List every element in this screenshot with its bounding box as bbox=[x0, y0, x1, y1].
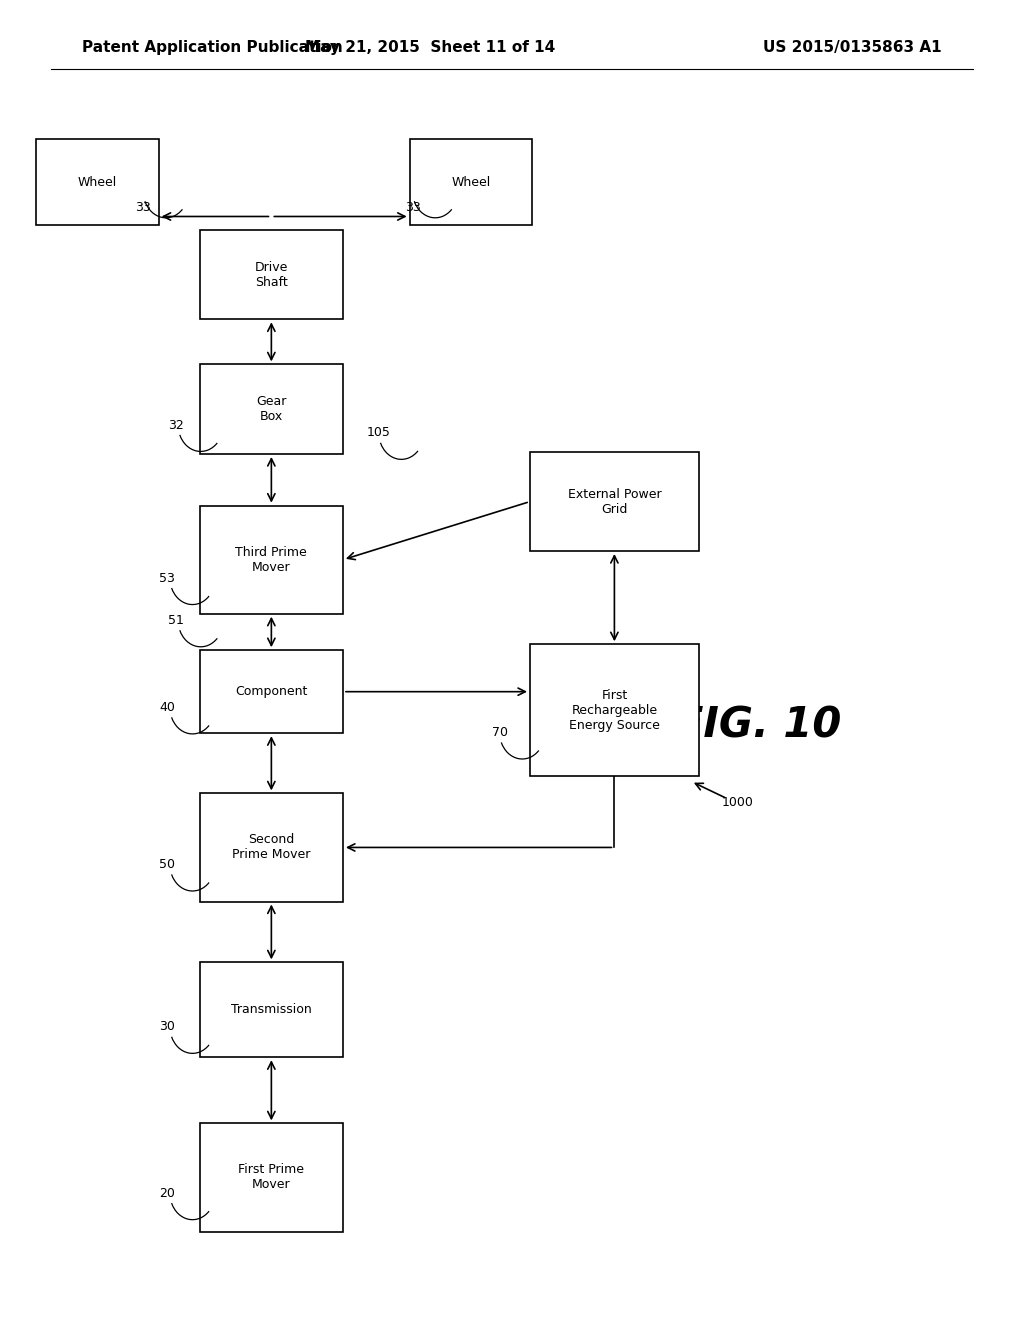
FancyBboxPatch shape bbox=[200, 1123, 343, 1232]
Text: Third Prime
Mover: Third Prime Mover bbox=[236, 545, 307, 574]
FancyBboxPatch shape bbox=[200, 649, 343, 734]
Text: 33: 33 bbox=[135, 201, 152, 214]
Text: Component: Component bbox=[236, 685, 307, 698]
Text: 50: 50 bbox=[159, 858, 175, 871]
Text: 105: 105 bbox=[367, 426, 391, 440]
FancyBboxPatch shape bbox=[530, 644, 698, 776]
FancyBboxPatch shape bbox=[200, 962, 343, 1057]
FancyBboxPatch shape bbox=[410, 140, 532, 224]
Text: 33: 33 bbox=[404, 201, 421, 214]
Text: 1000: 1000 bbox=[721, 796, 754, 809]
Text: 20: 20 bbox=[159, 1187, 175, 1200]
FancyBboxPatch shape bbox=[530, 451, 698, 552]
Text: 53: 53 bbox=[159, 572, 175, 585]
FancyBboxPatch shape bbox=[200, 364, 343, 454]
FancyBboxPatch shape bbox=[200, 230, 343, 319]
Text: First
Rechargeable
Energy Source: First Rechargeable Energy Source bbox=[569, 689, 659, 731]
Text: 32: 32 bbox=[168, 418, 184, 432]
Text: Patent Application Publication: Patent Application Publication bbox=[82, 40, 343, 55]
Text: FIG. 10: FIG. 10 bbox=[675, 705, 841, 747]
Text: External Power
Grid: External Power Grid bbox=[567, 487, 662, 516]
Text: First Prime
Mover: First Prime Mover bbox=[239, 1163, 304, 1192]
Text: May 21, 2015  Sheet 11 of 14: May 21, 2015 Sheet 11 of 14 bbox=[305, 40, 555, 55]
FancyBboxPatch shape bbox=[36, 140, 159, 224]
Text: 51: 51 bbox=[168, 614, 184, 627]
FancyBboxPatch shape bbox=[200, 506, 343, 614]
Text: Gear
Box: Gear Box bbox=[256, 395, 287, 424]
Text: 40: 40 bbox=[159, 701, 175, 714]
Text: Wheel: Wheel bbox=[452, 176, 490, 189]
Text: US 2015/0135863 A1: US 2015/0135863 A1 bbox=[764, 40, 942, 55]
Text: Drive
Shaft: Drive Shaft bbox=[255, 260, 288, 289]
FancyBboxPatch shape bbox=[200, 793, 343, 902]
Text: Second
Prime Mover: Second Prime Mover bbox=[232, 833, 310, 862]
Text: Transmission: Transmission bbox=[231, 1003, 311, 1016]
Text: Wheel: Wheel bbox=[78, 176, 117, 189]
Text: 30: 30 bbox=[159, 1020, 175, 1034]
Text: 70: 70 bbox=[492, 726, 508, 739]
